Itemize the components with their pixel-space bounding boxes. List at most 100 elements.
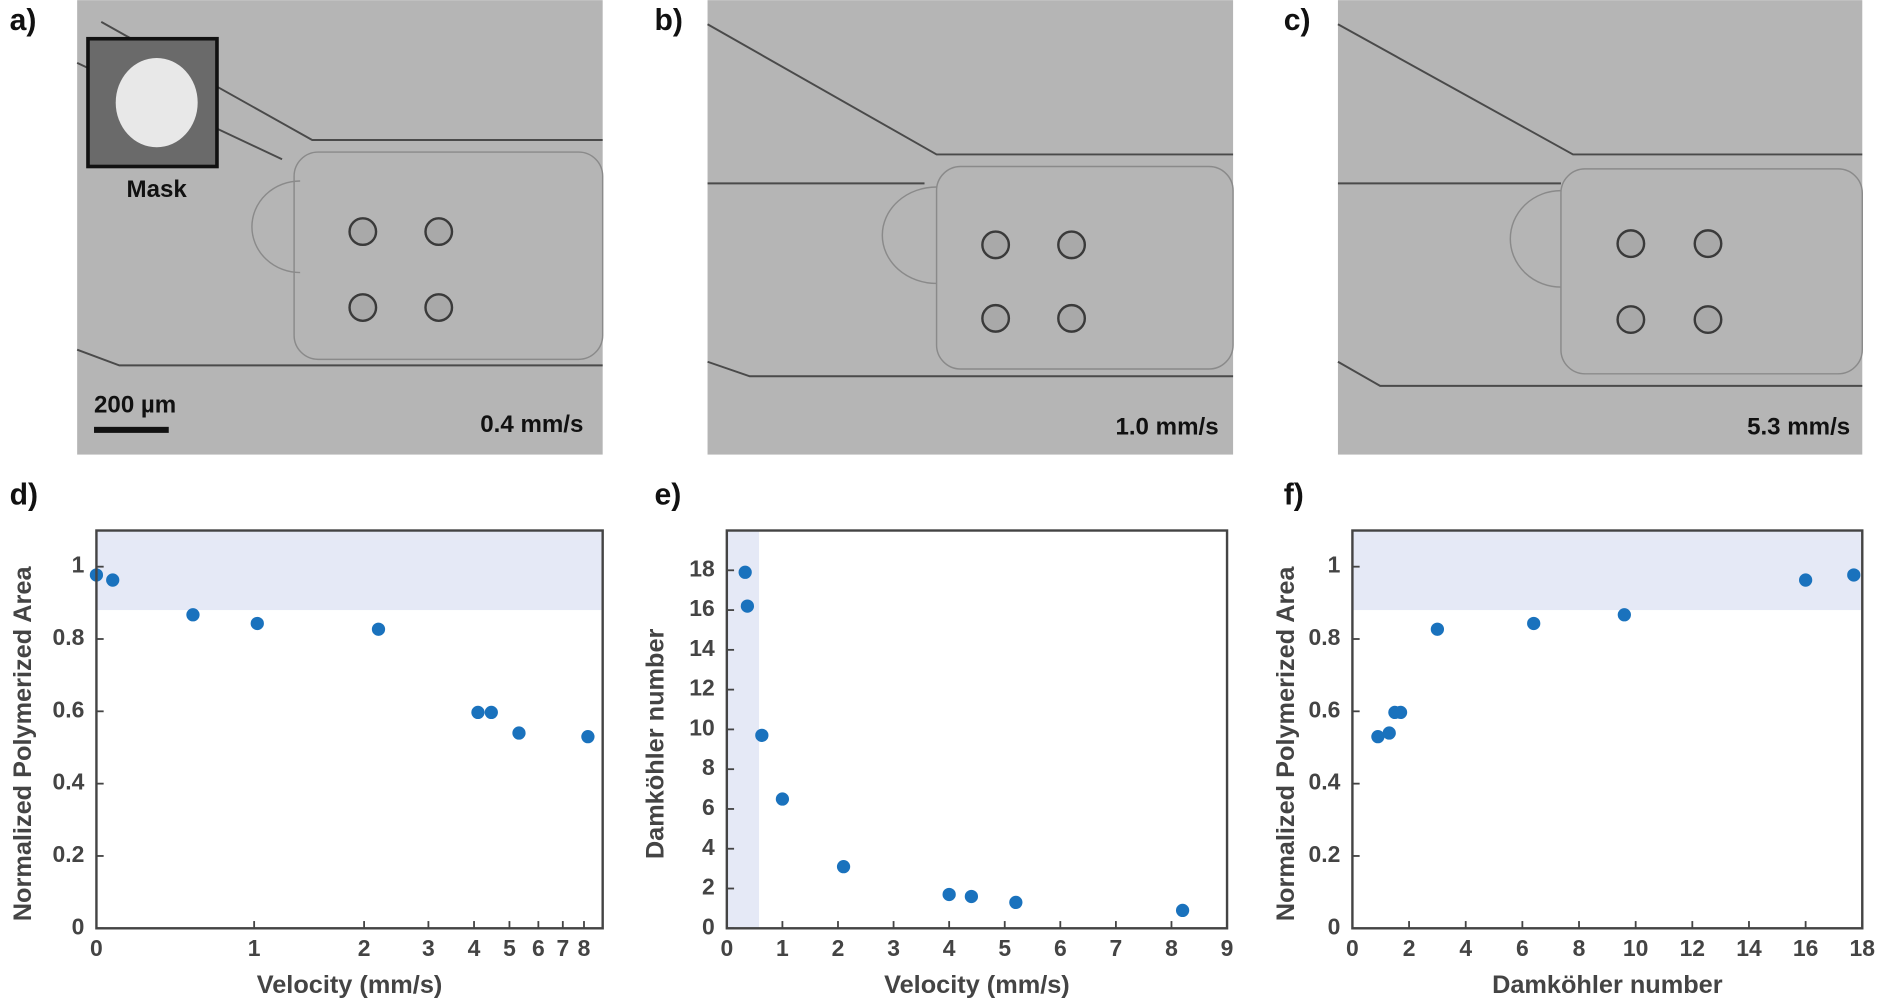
- x-tick-label: 4: [943, 935, 956, 961]
- x-axis-label: Damköhler number: [1492, 971, 1723, 999]
- plot-frame: [95, 529, 604, 930]
- x-tick-label: 1: [776, 935, 789, 961]
- x-axis-label: Velocity (mm/s): [257, 971, 443, 999]
- micrograph: 1.0 mm/s: [707, 0, 1234, 455]
- scale-bar-label: 200 µm: [94, 392, 176, 419]
- data-point: [1175, 903, 1190, 918]
- data-point: [250, 616, 264, 631]
- x-tick-label: 6: [532, 935, 545, 961]
- y-tick-label: 0: [1328, 913, 1341, 939]
- y-tick-label: 18: [689, 555, 715, 581]
- post: [1693, 305, 1723, 335]
- y-tick-label: 0.2: [53, 841, 85, 867]
- y-tick-label: 0.4: [53, 769, 85, 795]
- x-tick-label: 9: [1221, 935, 1234, 961]
- y-tick-label: 0.2: [1309, 841, 1341, 867]
- y-tick-label: 0: [702, 913, 715, 939]
- x-tick-label: 4: [1459, 935, 1472, 961]
- data-point: [1009, 895, 1023, 910]
- plot-frame: [1351, 529, 1864, 930]
- y-axis-label: Normalized Polymerized Area: [1272, 566, 1300, 922]
- data-point: [484, 705, 498, 720]
- scale-bar: [94, 426, 169, 433]
- data-point: [1527, 616, 1541, 631]
- plot-bg: [726, 530, 1228, 929]
- y-tick-label: 0: [72, 913, 85, 939]
- data-point: [1393, 705, 1408, 720]
- x-tick-label: 6: [1516, 935, 1529, 961]
- y-tick-label: 0.8: [53, 624, 85, 650]
- data-point: [942, 887, 956, 902]
- post: [1693, 229, 1723, 259]
- x-tick-label: 0: [720, 935, 733, 961]
- highlight-band: [1352, 530, 1863, 611]
- x-tick-label: 10: [1623, 935, 1648, 961]
- channel-wall: [1337, 360, 1863, 387]
- y-tick-label: 0.6: [53, 696, 85, 722]
- mask-shape: [115, 58, 198, 148]
- y-tick-label: 14: [689, 635, 715, 661]
- x-tick-label: 3: [422, 935, 435, 961]
- panel-label: d): [10, 479, 38, 512]
- data-point: [471, 705, 485, 720]
- post: [1616, 229, 1646, 259]
- data-point: [1371, 730, 1385, 744]
- y-tick-label: 1: [72, 552, 85, 578]
- x-tick-label: 8: [578, 935, 591, 961]
- x-tick-label: 16: [1793, 935, 1818, 961]
- post: [981, 230, 1011, 260]
- data-point: [738, 565, 752, 579]
- x-tick-label: 0: [1346, 935, 1359, 961]
- chamber: [293, 151, 604, 361]
- x-tick-label: 3: [887, 935, 900, 961]
- channel-wall: [707, 23, 1234, 185]
- micrograph: 5.3 mm/s: [1337, 0, 1863, 455]
- data-point: [1382, 726, 1396, 740]
- highlight-band: [96, 530, 603, 611]
- y-tick-label: 10: [689, 714, 714, 740]
- data-point: [1847, 568, 1861, 582]
- y-tick-label: 8: [702, 754, 715, 780]
- x-tick-label: 14: [1736, 935, 1762, 961]
- x-tick-label: 2: [1403, 935, 1416, 961]
- channel-wall: [1337, 23, 1863, 185]
- x-axis-label: Velocity (mm/s): [884, 971, 1070, 999]
- post: [424, 217, 454, 247]
- y-axis-label: Normalized Polymerized Area: [9, 566, 37, 922]
- post: [981, 303, 1011, 333]
- x-tick-label: 5: [503, 935, 516, 961]
- plot-frame: [725, 529, 1229, 930]
- y-tick-label: 0.8: [1309, 624, 1341, 650]
- y-tick-label: 16: [689, 595, 714, 621]
- x-tick-label: 2: [832, 935, 845, 961]
- x-tick-label: 4: [468, 935, 481, 961]
- caption: 0.4 mm/s: [480, 411, 583, 438]
- panel-label: a): [10, 4, 37, 37]
- micrograph-bg: [1337, 0, 1863, 455]
- y-tick-label: 4: [702, 834, 715, 860]
- data-point: [740, 599, 755, 613]
- x-tick-label: 6: [1054, 935, 1067, 961]
- y-tick-label: 6: [702, 794, 715, 820]
- chamber: [1560, 168, 1863, 375]
- x-tick-label: 2: [358, 935, 371, 961]
- x-tick-label: 0: [90, 935, 103, 961]
- post: [1057, 303, 1087, 333]
- post: [1057, 230, 1087, 260]
- y-tick-label: 1: [1328, 552, 1341, 578]
- inset-label: Mask: [127, 176, 188, 203]
- x-tick-label: 18: [1850, 935, 1876, 961]
- chamber: [935, 165, 1234, 370]
- micrograph: Mask 200 µm 0.4 mm/s: [76, 0, 604, 455]
- caption: 1.0 mm/s: [1115, 413, 1218, 440]
- caption: 5.3 mm/s: [1747, 413, 1850, 440]
- data-point: [106, 573, 120, 587]
- post: [348, 293, 378, 322]
- data-point: [581, 730, 595, 744]
- panel-label: c): [1284, 4, 1311, 37]
- data-point: [371, 622, 386, 636]
- post: [1616, 305, 1646, 335]
- x-tick-label: 7: [556, 935, 569, 961]
- data-point: [1617, 608, 1631, 622]
- data-point: [836, 860, 851, 874]
